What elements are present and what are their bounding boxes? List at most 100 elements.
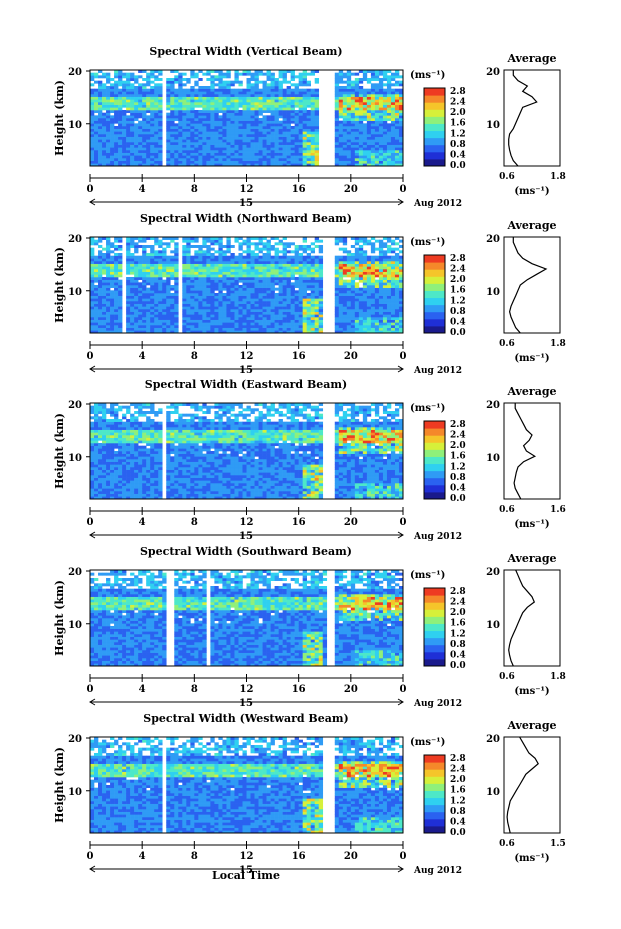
heatmap-cell <box>346 128 352 132</box>
heatmap-cell <box>210 144 215 148</box>
heatmap-cell <box>158 295 163 299</box>
heatmap-cell <box>114 263 119 267</box>
heatmap-cell <box>94 75 99 79</box>
heatmap-cell <box>382 134 388 137</box>
colorbar-tick-label: 2.0 <box>450 108 466 118</box>
heatmap-cell <box>102 163 107 167</box>
heatmap-cell <box>378 295 384 299</box>
heatmap-cell <box>346 147 352 151</box>
heatmap-cell <box>350 123 356 127</box>
heatmap-cell <box>366 120 372 124</box>
heatmap-cell <box>238 311 243 315</box>
heatmap-cell <box>90 271 95 275</box>
heatmap-cell <box>314 282 320 286</box>
heatmap-cell <box>386 298 392 302</box>
heatmap-cell <box>306 118 311 121</box>
heatmap-cell <box>298 91 303 95</box>
heatmap-cell <box>122 75 127 79</box>
heatmap-cell <box>202 330 207 334</box>
heatmap-cell <box>366 142 372 145</box>
heatmap-cell <box>302 72 307 76</box>
heatmap-cell <box>386 115 392 119</box>
heatmap-cell <box>302 152 307 156</box>
heatmap-cell <box>386 322 392 326</box>
heatmap-cell <box>262 277 267 280</box>
heatmap-cell <box>334 327 340 331</box>
heatmap-cell <box>154 144 159 148</box>
heatmap-cell <box>262 102 267 105</box>
heatmap-cell <box>370 301 376 304</box>
heatmap-cell <box>238 72 243 76</box>
heatmap-cell <box>122 96 127 100</box>
heatmap-cell <box>266 107 271 111</box>
heatmap-cell <box>178 120 183 124</box>
heatmap-cell <box>350 306 356 310</box>
heatmap-cell <box>150 271 155 275</box>
heatmap-cell <box>314 239 320 243</box>
heatmap-cell <box>234 94 239 97</box>
heatmap-cell <box>186 263 191 267</box>
heatmap-cell <box>146 91 151 95</box>
heatmap-cell <box>278 147 283 151</box>
heatmap-cell <box>126 86 131 89</box>
heatmap-cell <box>170 142 175 145</box>
heatmap-cell <box>238 285 243 288</box>
heatmap-cell <box>106 319 111 323</box>
heatmap-cell <box>114 72 119 76</box>
heatmap-cell <box>310 72 316 76</box>
heatmap-cell <box>310 279 316 283</box>
heatmap-cell <box>142 102 147 105</box>
heatmap-cell <box>378 150 384 153</box>
heatmap-cell <box>110 255 115 259</box>
heatmap-cell <box>338 261 344 264</box>
colorbar-swatch <box>424 318 445 327</box>
heatmap-cell <box>358 325 364 328</box>
heatmap-cell <box>338 319 344 323</box>
heatmap-cell <box>158 78 163 81</box>
heatmap-cell <box>158 269 163 272</box>
heatmap-cell <box>186 239 191 243</box>
heatmap-cell <box>390 279 396 283</box>
heatmap-cell <box>306 266 311 270</box>
heatmap-cell <box>286 94 291 97</box>
heatmap-cell <box>314 311 320 315</box>
heatmap-cell <box>102 266 107 270</box>
heatmap-cell <box>286 271 291 275</box>
heatmap-cell <box>194 72 199 76</box>
heatmap-cell <box>274 131 279 135</box>
heatmap-cell <box>314 325 320 328</box>
heatmap-cell <box>390 152 396 156</box>
heatmap-cell <box>386 160 392 164</box>
heatmap-cell <box>146 72 151 76</box>
heatmap-cell <box>374 99 380 103</box>
heatmap-cell <box>210 83 215 87</box>
heatmap-cell <box>282 314 287 318</box>
heatmap-cell <box>278 110 283 113</box>
heatmap-cell <box>150 134 155 137</box>
heatmap-cell <box>106 134 111 137</box>
heatmap-cell <box>142 104 147 108</box>
heatmap-cell <box>346 330 352 334</box>
heatmap-cell <box>290 309 295 312</box>
heatmap-cell <box>90 298 95 302</box>
heatmap-cell <box>198 277 203 280</box>
heatmap-cell <box>358 271 364 275</box>
heatmap-cell <box>174 237 179 240</box>
heatmap-cell <box>206 245 211 248</box>
heatmap-cell <box>186 126 191 129</box>
heatmap-cell <box>210 325 215 328</box>
heatmap-cell <box>306 123 311 127</box>
heatmap-cell <box>130 263 135 267</box>
heatmap-cell <box>314 330 320 334</box>
average-x-tick-label: 0.6 <box>499 172 515 182</box>
heatmap-cell <box>98 253 103 256</box>
heatmap-cell <box>222 306 227 310</box>
heatmap-cell <box>218 247 223 251</box>
heatmap-cell <box>126 266 131 270</box>
heatmap-cell <box>278 314 283 318</box>
heatmap-cell <box>290 274 295 278</box>
heatmap-cell <box>386 290 392 294</box>
heatmap-cell <box>98 258 103 262</box>
heatmap-cell <box>274 118 279 121</box>
heatmap-cell <box>242 239 247 243</box>
